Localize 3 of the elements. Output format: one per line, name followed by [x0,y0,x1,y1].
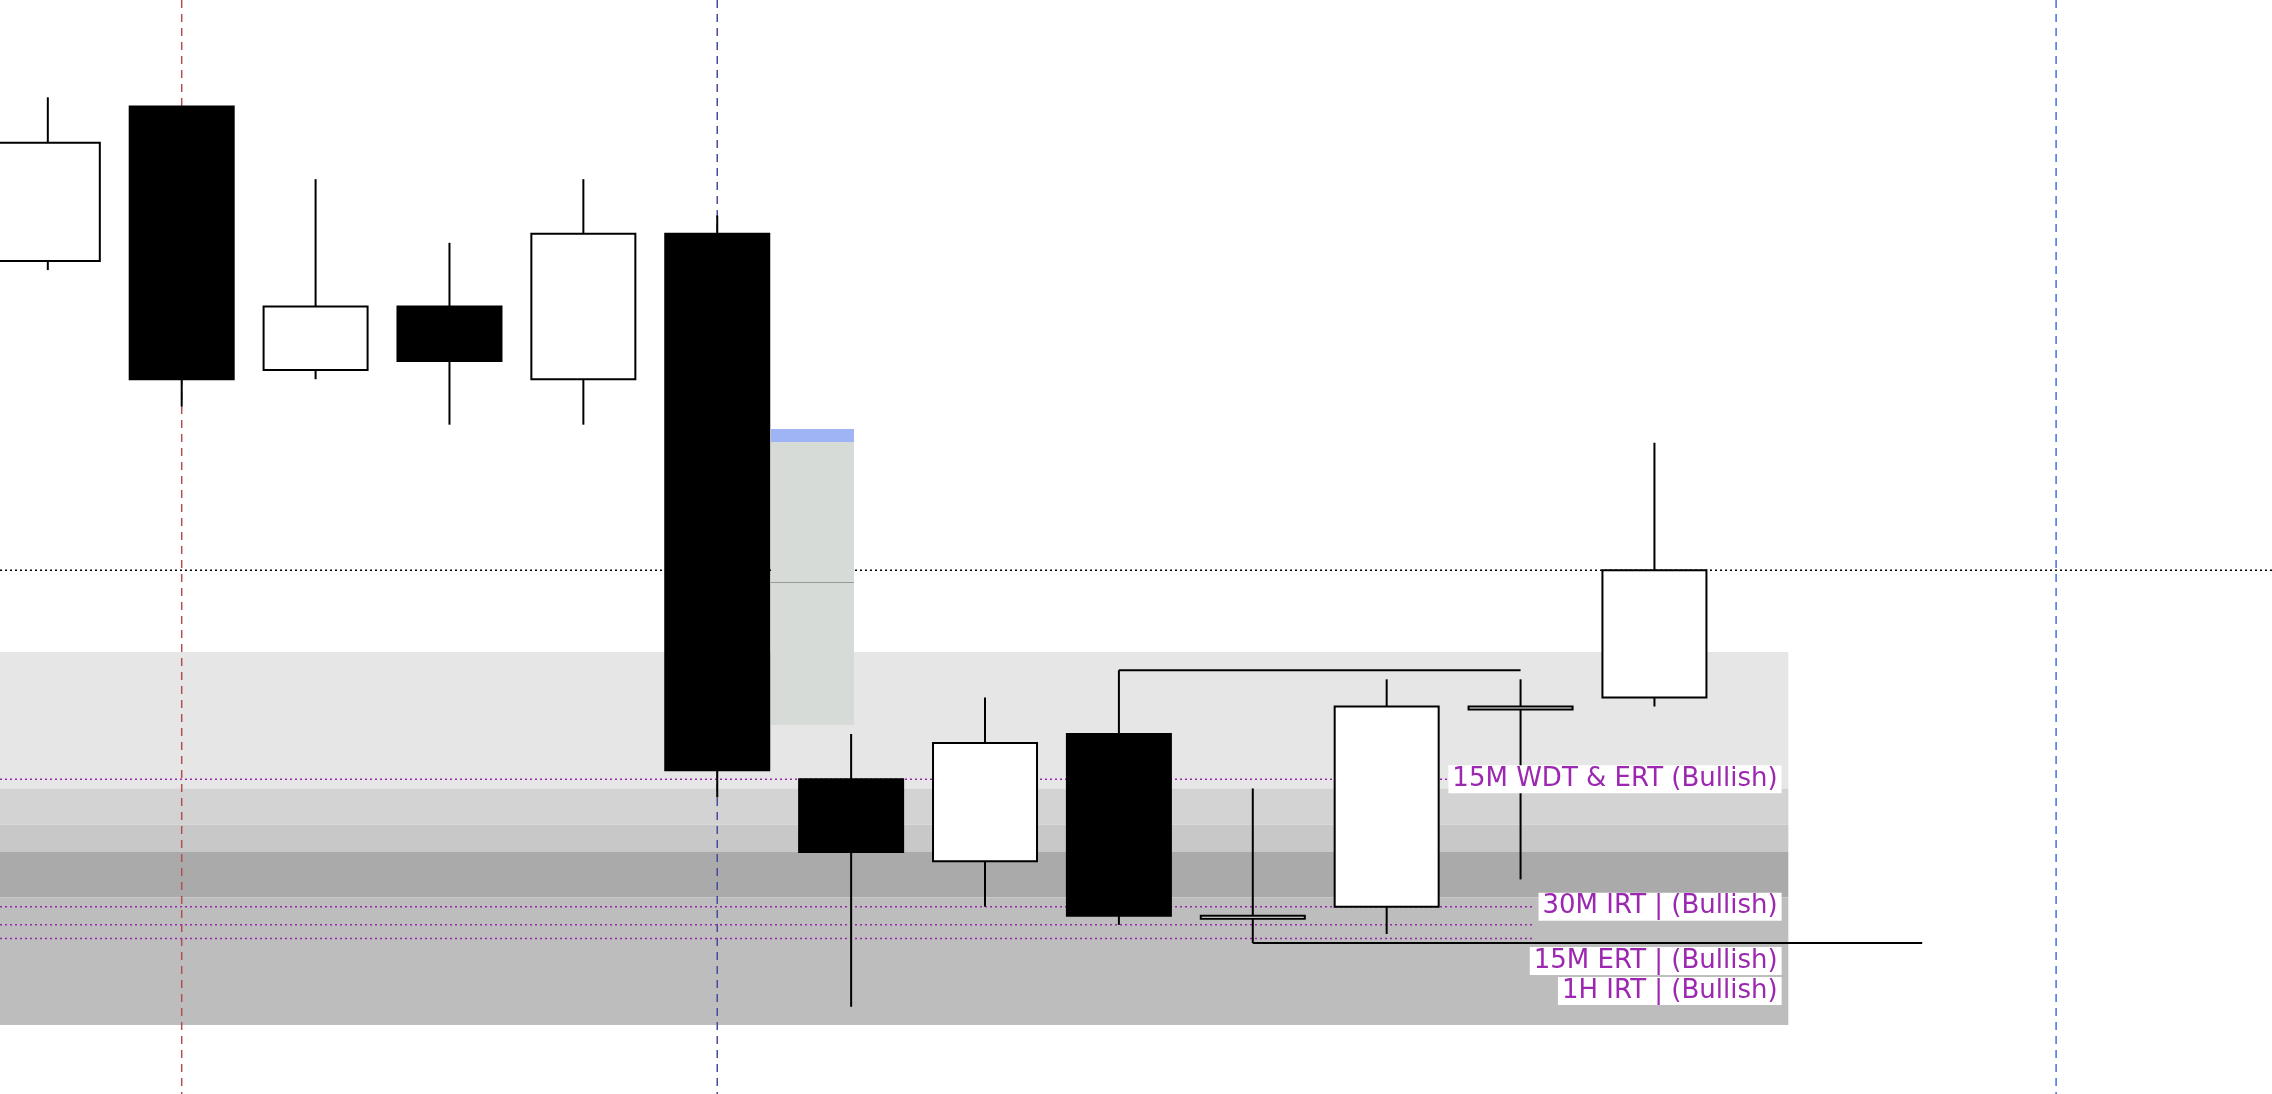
ref-line-label: 15M ERT | (Bullish) [1533,943,1778,975]
ref-line-label: 30M IRT | (Bullish) [1542,889,1778,921]
ref-line-label: 15M WDT & ERT (Bullish) [1452,762,1778,793]
